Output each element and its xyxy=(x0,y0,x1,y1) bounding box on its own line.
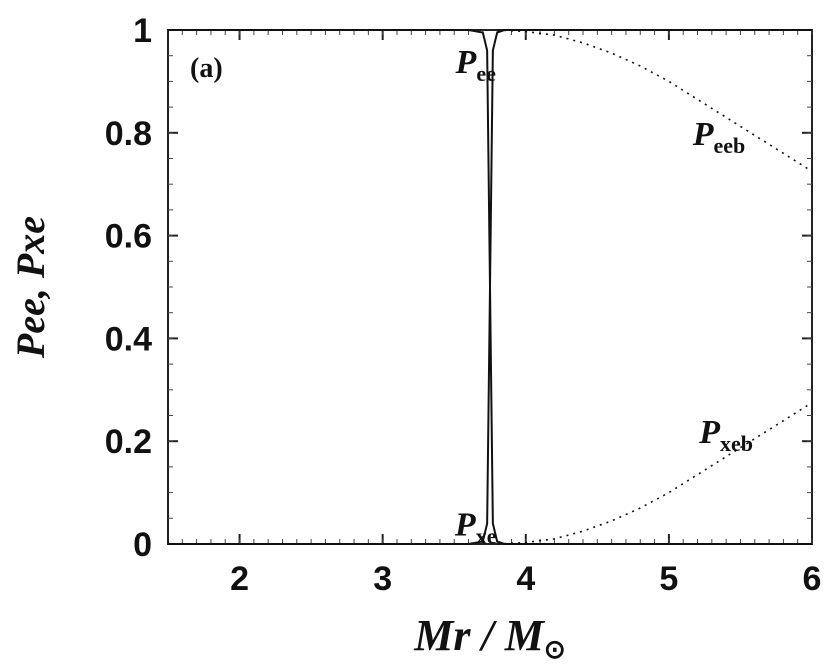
y-tick-label: 0.6 xyxy=(105,218,152,256)
series-line-peeb xyxy=(497,29,813,173)
annotation-sub: ee xyxy=(476,61,496,86)
x-tick-label: 6 xyxy=(803,560,822,598)
x-axis-title-text: Mr / M xyxy=(413,611,545,660)
x-axis-title: Mr / M⊙ xyxy=(413,611,565,664)
annotation-main: P xyxy=(692,116,714,153)
annotation-peeb: Peeb xyxy=(692,116,746,158)
annotation-pxe: Pxe xyxy=(454,506,497,548)
panel-label: (a) xyxy=(190,53,223,84)
y-tick-label: 0.8 xyxy=(105,115,152,153)
annotation-main: P xyxy=(455,44,477,81)
series-line-pxe xyxy=(168,29,812,545)
annotation-pee: Pee xyxy=(455,44,497,86)
y-tick-label: 0 xyxy=(133,526,152,564)
x-ticks: 2 3 4 5 6 xyxy=(181,30,822,598)
x-tick-label: 4 xyxy=(516,560,535,598)
sun-symbol: ⊙ xyxy=(544,635,566,664)
series-line-pxeb xyxy=(497,401,813,545)
x-tick-label: 2 xyxy=(230,560,249,598)
annotation-main: P xyxy=(698,414,720,451)
annotation-main: P xyxy=(454,506,476,543)
series-layer xyxy=(168,29,813,545)
y-tick-label: 0.2 xyxy=(105,423,152,461)
y-tick-label: 0.4 xyxy=(105,320,152,358)
annotation-sub: eeb xyxy=(713,133,745,158)
x-tick-label: 3 xyxy=(373,560,392,598)
annotation-sub: xe xyxy=(476,523,497,548)
x-tick-label: 5 xyxy=(659,560,678,598)
annotation-pxeb: Pxeb xyxy=(698,414,753,456)
annotation-sub: xeb xyxy=(720,431,753,456)
y-tick-label: 1 xyxy=(133,12,152,50)
y-axis-title: Pee, Pxe xyxy=(8,216,53,359)
y-ticks: 0 0.2 0.4 0.6 0.8 1 xyxy=(105,12,812,564)
